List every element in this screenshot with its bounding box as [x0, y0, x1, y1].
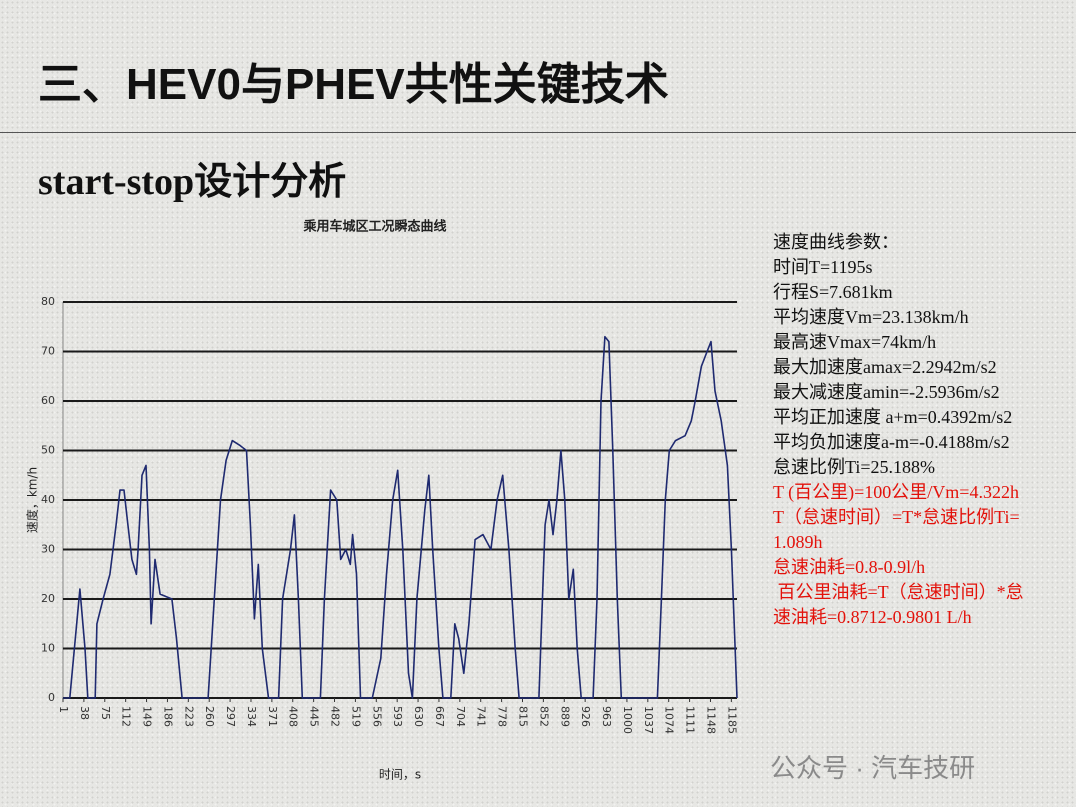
slide-subheading: start-stop设计分析	[38, 161, 347, 203]
x-tick-label: 1074	[663, 706, 676, 734]
x-tick-label: 630	[412, 706, 425, 727]
x-tick-label: 1148	[704, 706, 717, 734]
parameter-line: 行程S=7.681km	[773, 282, 893, 302]
x-tick-label: 852	[537, 706, 550, 727]
y-tick-label: 80	[41, 295, 55, 308]
y-tick-label: 60	[41, 394, 55, 407]
x-tick-label: 889	[558, 706, 571, 727]
x-tick-label: 445	[308, 706, 321, 727]
parameter-line: 最大加速度amax=2.2942m/s2	[773, 357, 997, 377]
parameter-line: 1.089h	[773, 532, 823, 552]
parameter-line: 速油耗=0.8712-0.9801 L/h	[773, 607, 972, 627]
y-tick-label: 50	[41, 444, 55, 457]
x-tick-label: 334	[245, 706, 258, 727]
x-tick-label: 186	[161, 706, 174, 727]
x-tick-label: 741	[475, 706, 488, 727]
y-axis-label: 速度，km/h	[25, 467, 40, 533]
y-tick-label: 40	[41, 493, 55, 506]
x-tick-label: 1000	[621, 706, 634, 734]
y-tick-label: 20	[41, 592, 55, 605]
x-tick-label: 1111	[684, 706, 697, 734]
parameter-line: 百公里油耗=T（怠速时间）*怠	[773, 582, 1024, 602]
x-tick-label: 408	[287, 706, 300, 727]
parameter-line: 怠速油耗=0.8-0.9l/h	[773, 557, 926, 577]
parameter-line: 平均速度Vm=23.138km/h	[773, 307, 969, 327]
x-axis-label: 时间，s	[379, 768, 421, 782]
x-tick-label: 297	[224, 706, 237, 727]
chart-title: 乘用车城区工况瞬态曲线	[302, 219, 446, 235]
x-tick-label: 815	[516, 706, 529, 727]
x-tick-label: 1037	[642, 706, 655, 734]
parameter-line: 怠速比例Ti=25.188%	[773, 457, 936, 477]
x-tick-label: 149	[141, 706, 154, 727]
x-tick-label: 519	[349, 706, 362, 727]
y-tick-label: 10	[41, 642, 55, 655]
x-tick-label: 593	[391, 706, 404, 727]
parameter-list: 速度曲线参数： 时间T=1195s 行程S=7.681km 平均速度Vm=23.138…	[773, 230, 1024, 630]
x-tick-label: 75	[99, 706, 112, 720]
x-tick-label: 556	[370, 706, 383, 727]
x-tick-label: 1	[57, 706, 70, 713]
x-tick-label: 778	[496, 706, 509, 727]
x-tick-label: 38	[78, 706, 91, 720]
x-tick-label: 482	[329, 706, 342, 727]
parameter-line: 时间T=1195s	[773, 257, 873, 277]
x-tick-label: 963	[600, 706, 613, 727]
x-tick-label: 667	[433, 706, 446, 727]
y-tick-label: 0	[48, 691, 55, 704]
speed-line	[63, 335, 738, 699]
x-tick-label: 1185	[725, 706, 738, 734]
x-tick-label: 223	[182, 706, 195, 727]
parameter-line: 平均正加速度 a+m=0.4392m/s2	[773, 407, 1013, 427]
parameter-line: 平均负加速度a-m=-0.4188m/s2	[773, 432, 1010, 452]
divider	[0, 132, 1076, 133]
x-tick-label: 926	[579, 706, 592, 727]
x-tick-label: 371	[266, 706, 279, 727]
chart: 乘用车城区工况瞬态曲线 时间，s 速度，km/h 0 10 20 30 40 50 60 70…	[25, 219, 739, 782]
y-tick-label: 30	[41, 543, 55, 556]
parameter-line: 速度曲线参数：	[773, 232, 899, 252]
x-tick-label: 704	[454, 706, 467, 727]
slide-heading: 三、HEV0与PHEV共性关键技术	[38, 60, 669, 109]
x-tick-label: 260	[203, 706, 216, 727]
parameter-line: 最大减速度amin=-2.5936m/s2	[773, 382, 1000, 402]
y-tick-label: 70	[41, 345, 55, 358]
parameter-line: T (百公里)=100公里/Vm=4.322h	[773, 482, 1019, 502]
parameter-line: T（怠速时间）=T*怠速比例Ti=	[773, 507, 1020, 527]
x-tick-label: 112	[120, 706, 133, 727]
parameter-line: 最高速Vmax=74km/h	[773, 332, 937, 352]
watermark: 公众号 · 汽车技研	[770, 753, 976, 783]
